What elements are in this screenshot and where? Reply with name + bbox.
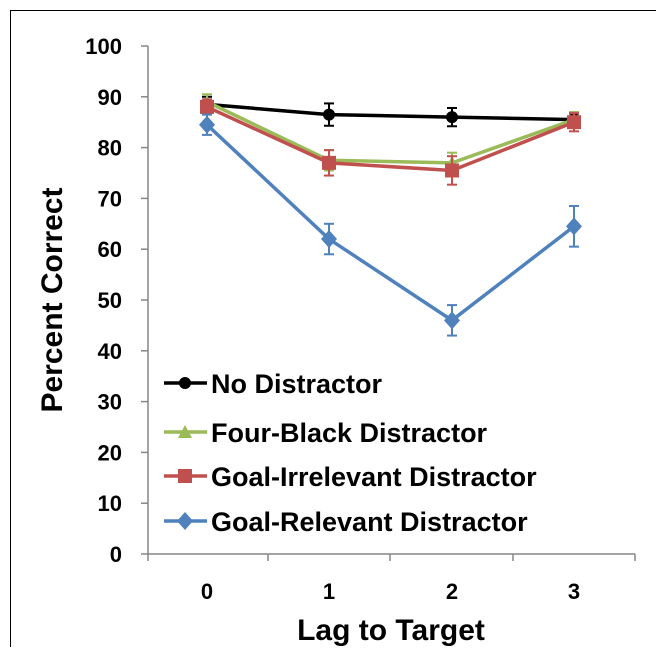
data-point [199, 115, 215, 134]
series-line [205, 123, 576, 323]
x-axis-title: Lag to Target [297, 614, 485, 647]
y-tick-label: 100 [85, 34, 122, 59]
y-tick-label: 60 [98, 237, 122, 262]
data-point [323, 108, 335, 121]
series-line [206, 105, 575, 173]
y-tick-label: 20 [98, 440, 122, 465]
chart-axes: 0 10 20 30 40 50 60 70 80 90 100 0 1 2 3 [85, 34, 636, 604]
data-point [444, 311, 460, 330]
legend-label: No Distractor [211, 369, 383, 399]
data-point [179, 377, 191, 389]
data-point [321, 230, 337, 249]
plot-area [199, 93, 582, 337]
legend-label: Goal-Relevant Distractor [211, 507, 528, 537]
data-point [566, 217, 582, 236]
x-tick-label: 0 [201, 579, 213, 604]
y-tick-label: 30 [98, 390, 122, 415]
legend-label: Four-Black Distractor [211, 418, 488, 448]
x-tick-label: 1 [323, 579, 335, 604]
data-point [177, 512, 193, 530]
y-tick-label: 50 [98, 288, 122, 313]
series-line [206, 102, 575, 122]
series-3 [199, 113, 582, 337]
y-tick-label: 70 [98, 186, 122, 211]
x-tick-label: 2 [446, 579, 458, 604]
y-tick-label: 90 [98, 85, 122, 110]
series-line [206, 100, 575, 165]
y-tick-label: 10 [98, 491, 122, 516]
y-tick-label: 80 [98, 136, 122, 161]
y-tick-label: 40 [98, 339, 122, 364]
data-point [322, 155, 336, 170]
series-0 [201, 95, 580, 128]
data-point [178, 469, 192, 483]
data-point [200, 99, 214, 114]
y-axis-title: Percent Correct [36, 187, 69, 412]
legend-label: Goal-Irrelevant Distractor [211, 462, 537, 492]
data-point [178, 425, 192, 438]
series-2 [200, 98, 581, 186]
data-point [445, 163, 459, 178]
x-tick-label: 3 [568, 579, 580, 604]
y-tick-label: 0 [110, 542, 122, 567]
series-1 [200, 93, 581, 174]
data-point [567, 115, 581, 130]
legend: No Distractor Four-Black Distractor Goal-I… [164, 369, 537, 537]
data-point [446, 111, 458, 124]
chart-frame [10, 10, 656, 647]
